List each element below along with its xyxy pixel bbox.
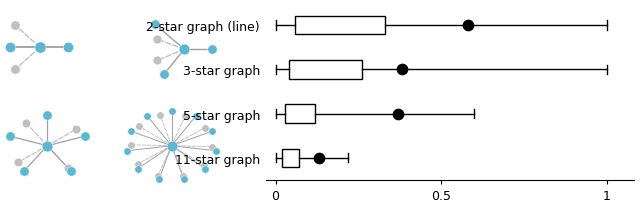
Point	[178, 175, 188, 178]
Point	[63, 46, 73, 50]
PathPatch shape	[289, 61, 362, 79]
Point	[65, 169, 76, 173]
Point	[191, 115, 201, 118]
Point	[159, 73, 169, 77]
Point	[207, 130, 218, 133]
Point	[10, 24, 20, 28]
Point	[200, 127, 210, 130]
Point	[198, 164, 209, 167]
Point	[4, 135, 15, 138]
Point	[80, 135, 90, 138]
Point	[179, 48, 189, 52]
Point	[155, 114, 165, 117]
Point	[153, 174, 163, 177]
Point	[200, 167, 211, 171]
Point	[207, 48, 218, 52]
Point	[314, 156, 324, 160]
Point	[393, 112, 403, 116]
Point	[150, 23, 160, 27]
Point	[71, 128, 81, 131]
Point	[21, 122, 31, 125]
Point	[396, 68, 406, 72]
Point	[35, 46, 45, 50]
Point	[63, 167, 74, 170]
Point	[142, 115, 152, 118]
Point	[166, 144, 177, 148]
Point	[42, 113, 52, 117]
Point	[179, 178, 189, 181]
PathPatch shape	[285, 105, 316, 123]
Point	[132, 167, 143, 171]
Point	[19, 169, 29, 173]
Point	[207, 145, 217, 149]
Point	[463, 24, 473, 28]
PathPatch shape	[282, 149, 299, 167]
Point	[122, 149, 132, 153]
Point	[211, 149, 221, 153]
Point	[133, 162, 143, 165]
Point	[126, 143, 136, 147]
Point	[166, 109, 177, 113]
PathPatch shape	[296, 17, 385, 35]
Point	[154, 178, 164, 181]
Point	[152, 59, 163, 63]
Point	[125, 130, 136, 133]
Point	[180, 115, 190, 118]
Point	[134, 125, 145, 128]
Point	[13, 161, 24, 164]
Point	[5, 46, 15, 50]
Point	[42, 144, 52, 148]
Point	[10, 68, 20, 72]
Point	[152, 38, 163, 42]
